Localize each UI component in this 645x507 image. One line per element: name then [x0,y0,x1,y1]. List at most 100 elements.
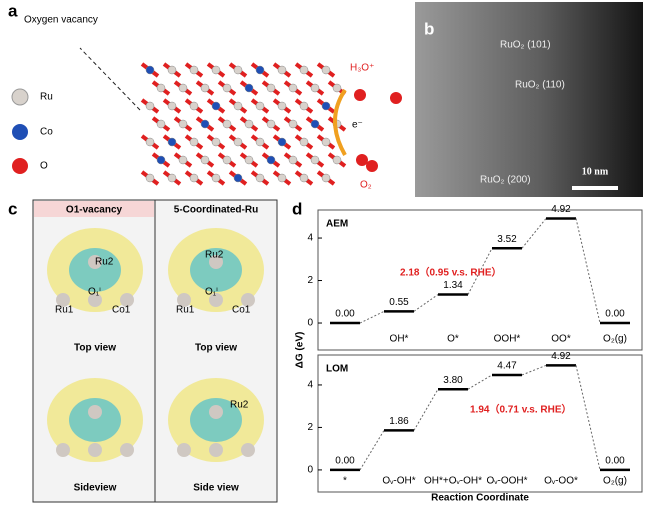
view-label: Top view [195,343,237,354]
atom [157,156,165,164]
panel-c: c O1-vacancy 5-Coordinated-Ru Ru2 O₁ⁱ Ru… [8,199,277,502]
molecule [356,154,368,166]
atom [168,138,176,146]
plane-label: RuO₂ (110) [515,80,565,91]
atom [209,405,223,419]
figure: a Oxygen vacancy Ru Co O H₃O⁺ e⁻ O₂ b Ru… [0,0,645,507]
atom-label: O₁ⁱ [205,287,218,298]
molecule [390,92,402,104]
atom [157,120,165,128]
legend-o [12,158,28,174]
panel-d: d ΔG (eV) Reaction Coordinate [292,199,529,503]
atom [179,84,187,92]
value-label: 0.55 [389,297,409,308]
atom [322,138,330,146]
atom [256,66,264,74]
y-tick-label: 2 [307,422,313,433]
connector [576,218,600,323]
tem-image [415,2,643,197]
atom-label: Ru1 [176,305,195,316]
panel-label: b [424,19,434,38]
atom [245,156,253,164]
atom [278,102,286,110]
species: H₃O⁺ [350,63,374,74]
y-tick-label: 2 [307,275,313,286]
atom [212,138,220,146]
atom [267,84,275,92]
legend-co [12,124,28,140]
atom [201,120,209,128]
x-tick-label: OOH* [494,334,521,345]
x-axis-label: Reaction Coordinate [431,493,529,504]
crystal [142,64,345,184]
atom-label: Ru2 [95,257,114,268]
value-label: 4.92 [551,351,571,362]
y-tick-label: 0 [307,318,313,329]
x-tick-label: OO* [551,334,571,345]
panel-label: a [8,1,18,20]
atom [256,138,264,146]
atom [223,156,231,164]
x-tick-label: * [343,476,347,487]
y-tick-label: 0 [307,465,313,476]
value-label: 4.92 [551,204,571,215]
atom [234,102,242,110]
atom [212,102,220,110]
atom [300,174,308,182]
x-tick-label: OH*+Oᵥ-OH* [424,476,482,487]
y-tick-label: 4 [307,380,313,391]
atom [179,156,187,164]
atom [322,66,330,74]
atom [179,120,187,128]
atom [190,66,198,74]
connector [468,375,492,389]
atom [146,174,154,182]
x-tick-label: Oᵥ-OH* [382,476,415,487]
atom [322,174,330,182]
legend-label: Co [40,127,53,138]
value-label: 1.34 [443,280,463,291]
legend-ru [12,89,28,105]
molecule [366,160,378,172]
value-label: 0.00 [605,309,625,320]
plane-label: RuO₂ (200) [480,175,531,186]
atom-label: Ru1 [55,305,74,316]
title: 5-Coordinated-Ru [174,205,258,216]
atom [234,174,242,182]
panel-label: c [8,199,17,218]
panel-label: d [292,199,302,218]
annotation: 1.94（0.71 v.s. RHE） [470,403,572,416]
plot-frame [318,210,642,350]
view-label: Sideview [74,483,117,494]
atom [168,102,176,110]
atom [278,138,286,146]
panel-b: b RuO₂ (101) RuO₂ (110) RuO₂ (200) 10 nm [415,2,643,197]
view-label: Top view [74,343,116,354]
value-label: 0.00 [335,309,355,320]
x-tick-label: OH* [390,334,409,345]
atom [88,405,102,419]
value-label: 4.47 [497,361,517,372]
plane-label: RuO₂ (101) [500,40,551,51]
atom [245,120,253,128]
atom [190,102,198,110]
atom [212,174,220,182]
value-label: 0.00 [605,456,625,467]
atom [56,443,70,457]
species: e⁻ [352,120,363,131]
panel-a: a Oxygen vacancy Ru Co O H₃O⁺ e⁻ O₂ [8,1,402,190]
atom-label: Ru2 [230,400,249,411]
atom [223,120,231,128]
value-label: 3.52 [497,234,517,245]
atom [267,156,275,164]
lobe [69,248,121,292]
atom [201,84,209,92]
atom [322,102,330,110]
atom [278,174,286,182]
atom [201,156,209,164]
atom [300,66,308,74]
atom [267,120,275,128]
atom [333,84,341,92]
atom [300,102,308,110]
atom [289,156,297,164]
